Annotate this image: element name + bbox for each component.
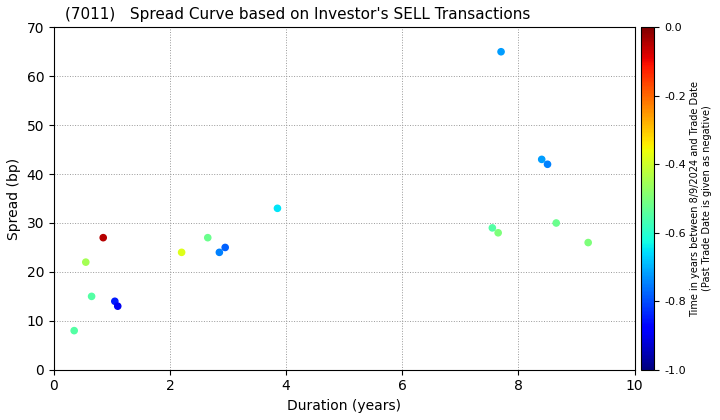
Point <box>582 239 594 246</box>
Text: (7011)   Spread Curve based on Investor's SELL Transactions: (7011) Spread Curve based on Investor's … <box>66 7 531 22</box>
Point <box>541 161 553 168</box>
Y-axis label: Spread (bp): Spread (bp) <box>7 158 21 239</box>
Point <box>112 303 124 310</box>
Point <box>551 220 562 226</box>
Point <box>68 327 80 334</box>
X-axis label: Duration (years): Duration (years) <box>287 399 401 413</box>
Point <box>97 234 109 241</box>
Y-axis label: Time in years between 8/9/2024 and Trade Date
(Past Trade Date is given as negat: Time in years between 8/9/2024 and Trade… <box>690 81 711 317</box>
Point <box>492 229 504 236</box>
Point <box>536 156 547 163</box>
Point <box>202 234 214 241</box>
Point <box>271 205 283 212</box>
Point <box>214 249 225 256</box>
Point <box>495 48 507 55</box>
Point <box>176 249 187 256</box>
Point <box>80 259 91 265</box>
Point <box>487 225 498 231</box>
Point <box>86 293 97 300</box>
Point <box>109 298 120 304</box>
Point <box>220 244 231 251</box>
